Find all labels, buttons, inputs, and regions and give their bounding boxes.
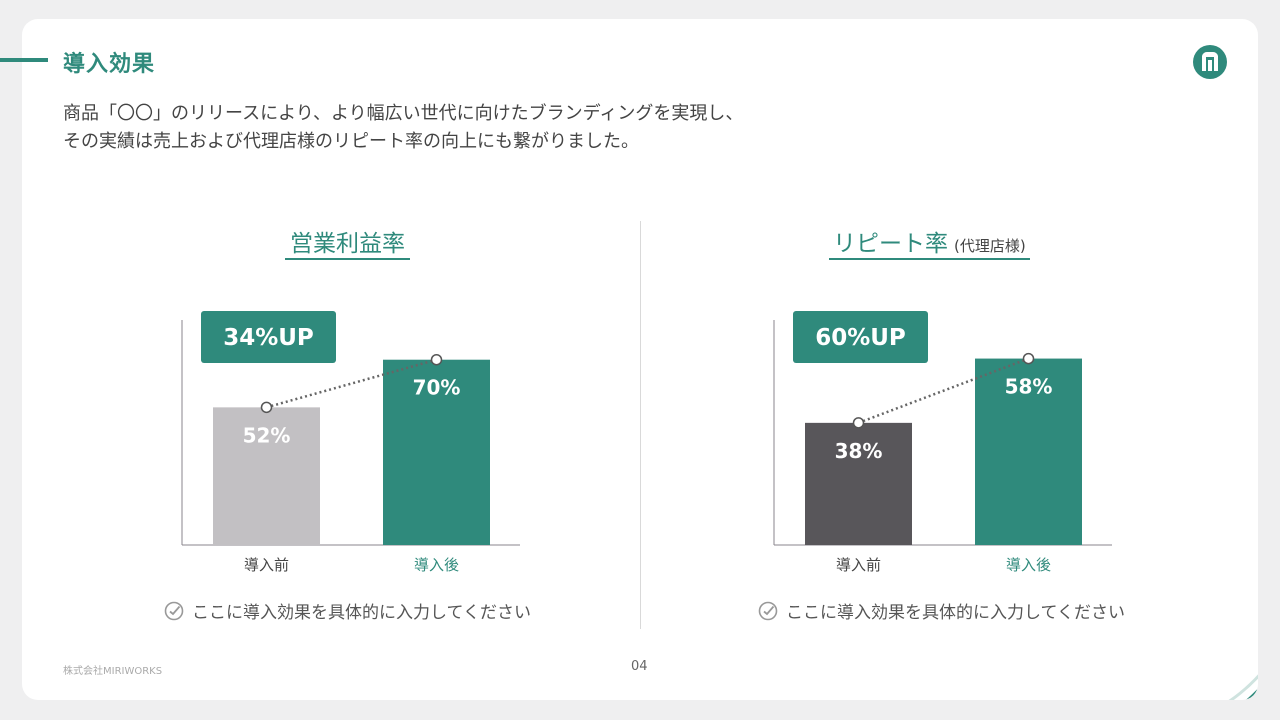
bar-after <box>383 359 490 545</box>
trend-point <box>430 353 443 366</box>
brand-logo-icon <box>1193 45 1227 79</box>
chart-title-repeat-rate: リピート率 (代理店様) <box>829 224 1030 260</box>
corner-wave-decoration <box>1228 674 1258 700</box>
chart-title-text: リピート率 <box>833 231 948 257</box>
effect-note: ここに導入効果を具体的に入力してください <box>164 598 531 623</box>
chart-subtitle: (代理店様) <box>954 237 1026 255</box>
increase-badge-text: 60%UP <box>815 325 906 351</box>
check-circle-icon <box>758 601 778 620</box>
footer-company: 株式会社MIRIWORKS <box>63 666 163 677</box>
description-line: その実績は売上および代理店様のリピート率の向上にも繋がりました。 <box>63 131 639 152</box>
trend-point <box>260 401 273 414</box>
category-label: 導入前 <box>836 556 881 574</box>
effect-note-text: ここに導入効果を具体的に入力してください <box>786 603 1125 623</box>
effect-note-text: ここに導入効果を具体的に入力してください <box>192 603 531 623</box>
title-accent-bar <box>0 58 48 62</box>
category-label: 導入後 <box>1006 556 1051 574</box>
chart-title-text: 営業利益率 <box>290 231 405 257</box>
category-label: 導入前 <box>244 556 289 574</box>
bar-before <box>805 422 912 545</box>
increase-badge <box>793 311 928 363</box>
effect-note: ここに導入効果を具体的に入力してください <box>758 598 1125 623</box>
description-line: 商品「〇〇」のリリースにより、より幅広い世代に向けたブランディングを実現し、 <box>63 103 744 124</box>
chart-title-operating-margin: 営業利益率 <box>285 224 410 260</box>
bar-value-label: 52% <box>243 423 291 447</box>
check-circle-icon <box>164 601 184 620</box>
page-title: 導入効果 <box>63 52 156 77</box>
trend-line <box>858 357 1029 425</box>
bar-value-label: 58% <box>1005 375 1053 399</box>
page-number: 04 <box>631 659 648 674</box>
bar-value-label: 70% <box>413 376 461 400</box>
category-label: 導入後 <box>414 556 459 574</box>
operating-margin-chart: 52% 導入前 70% 導入後 34%UP <box>181 311 520 574</box>
trend-point <box>1022 352 1035 365</box>
trend-point <box>852 417 865 429</box>
bar-before <box>213 407 320 545</box>
center-divider <box>640 221 641 629</box>
increase-badge <box>201 311 336 363</box>
increase-badge-text: 34%UP <box>223 325 314 351</box>
bar-value-label: 38% <box>835 439 883 463</box>
repeat-rate-chart: 38% 導入前 58% 導入後 60%UP <box>773 311 1112 574</box>
bar-after <box>975 358 1082 545</box>
description: 商品「〇〇」のリリースにより、より幅広い世代に向けたブランディングを実現し、 そ… <box>63 100 963 156</box>
